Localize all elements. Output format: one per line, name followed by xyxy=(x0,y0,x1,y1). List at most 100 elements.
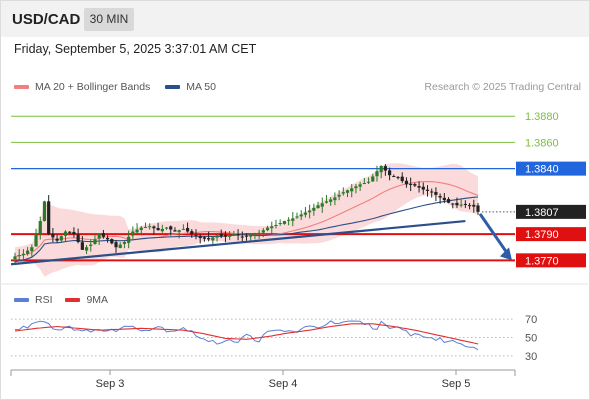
candle-body xyxy=(101,233,105,237)
candle-body xyxy=(26,250,30,254)
candle-body xyxy=(89,244,93,246)
candle-body xyxy=(425,189,430,191)
candle-body xyxy=(13,256,17,260)
candle-body xyxy=(329,199,333,202)
candle-body xyxy=(42,201,47,222)
candle-body xyxy=(38,221,42,234)
candle-body xyxy=(118,244,122,248)
candle-body xyxy=(265,227,270,231)
candle-body xyxy=(379,166,383,173)
rsi-tick-70: 70 xyxy=(525,314,537,326)
candle-body xyxy=(21,253,26,255)
candle-body xyxy=(354,186,358,189)
candle-body xyxy=(253,234,257,236)
candle-body xyxy=(114,242,118,248)
candle-body xyxy=(282,221,286,224)
timeframe-button[interactable]: 30 MIN xyxy=(84,8,134,31)
candle-body xyxy=(417,186,421,188)
candle-body xyxy=(84,247,89,251)
candle-body xyxy=(131,231,135,236)
candle-body xyxy=(143,226,148,228)
candle-body xyxy=(320,203,324,207)
level-label-1.3860: 1.3860 xyxy=(525,137,559,149)
trendline xyxy=(10,219,466,266)
candle-body xyxy=(34,234,38,247)
candle-body xyxy=(291,218,295,221)
candle-body xyxy=(215,235,219,238)
candle-body xyxy=(68,231,72,233)
candle-body xyxy=(299,214,303,217)
candle-body xyxy=(459,204,463,206)
symbol-label: USD/CAD xyxy=(12,11,81,28)
candle-body xyxy=(388,170,392,176)
candle-body xyxy=(274,224,278,226)
rsi-ma-line xyxy=(14,323,479,345)
candle-body xyxy=(333,197,337,201)
candle-body xyxy=(270,226,274,229)
level-badge-1.3790 xyxy=(516,227,586,242)
price-legend: MA 20 + Bollinger Bands MA 50 xyxy=(14,81,216,93)
candle-body xyxy=(358,184,362,187)
rsi-line xyxy=(14,320,479,351)
candle-body xyxy=(211,237,215,241)
candle-body xyxy=(80,242,84,250)
candle-body xyxy=(409,183,413,185)
candle-body xyxy=(421,186,425,190)
candle-body xyxy=(139,227,143,230)
x-tick-label: Sep 5 xyxy=(442,378,471,390)
candle-body xyxy=(240,236,244,238)
candle-body xyxy=(467,205,472,207)
candle-body xyxy=(383,166,387,171)
projection-arrow-head-icon xyxy=(500,247,512,261)
x-tick-label: Sep 3 xyxy=(96,378,125,390)
candle-body xyxy=(400,176,404,182)
legend-item-rsi: RSI xyxy=(14,294,55,306)
candle-body xyxy=(30,247,34,252)
candle-body xyxy=(173,230,177,232)
candle-body xyxy=(249,235,253,237)
candle-body xyxy=(148,226,152,228)
candle-body xyxy=(219,234,223,237)
candle-body xyxy=(261,230,265,233)
candle-body xyxy=(232,234,236,236)
candle-body xyxy=(51,234,55,238)
x-tick-label: Sep 4 xyxy=(269,378,298,390)
candle-body xyxy=(244,235,249,237)
bollinger-band xyxy=(15,163,478,277)
candle-body xyxy=(463,203,467,205)
candle-body xyxy=(47,201,51,235)
chart-header: USD/CAD 30 MIN xyxy=(1,1,589,37)
candle-body xyxy=(362,183,366,185)
candle-body xyxy=(106,237,110,240)
legend-label-bollinger: MA 20 + Bollinger Bands xyxy=(35,81,151,93)
candle-body xyxy=(122,242,127,244)
legend-label-rsi-ma: 9MA xyxy=(86,294,109,306)
legend-label-rsi: RSI xyxy=(35,294,53,306)
candle-body xyxy=(63,231,68,236)
candle-body xyxy=(455,202,459,206)
candle-body xyxy=(55,238,59,241)
candle-body xyxy=(93,239,97,245)
candle-body xyxy=(72,231,76,235)
candle-body xyxy=(135,229,139,233)
candle-body xyxy=(308,210,312,213)
level-label-1.3790: 1.3790 xyxy=(525,229,559,241)
candle-body xyxy=(472,204,476,207)
candle-body xyxy=(59,236,63,241)
candle-body xyxy=(198,236,202,239)
candle-body xyxy=(316,205,320,209)
candle-body xyxy=(371,176,375,182)
candle-body xyxy=(476,205,480,212)
candle-body xyxy=(127,236,131,243)
candle-body xyxy=(341,192,345,194)
candle-body xyxy=(17,255,21,257)
candle-body xyxy=(312,207,316,211)
credit-label: Research © 2025 Trading Central xyxy=(424,81,581,93)
candle-body xyxy=(295,216,299,218)
candle-body xyxy=(207,238,211,240)
candle-body xyxy=(97,234,101,239)
candle-body xyxy=(228,235,232,237)
legend-item-ma50: MA 50 xyxy=(165,81,216,93)
